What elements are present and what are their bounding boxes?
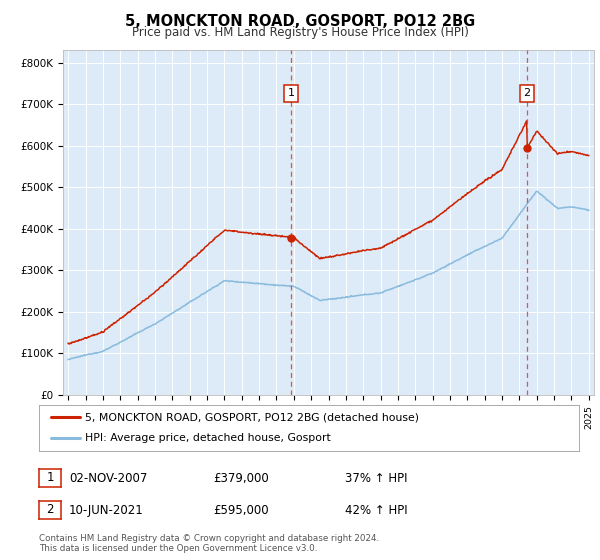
Text: £379,000: £379,000	[213, 472, 269, 485]
Text: 5, MONCKTON ROAD, GOSPORT, PO12 2BG (detached house): 5, MONCKTON ROAD, GOSPORT, PO12 2BG (det…	[85, 412, 419, 422]
Text: 5, MONCKTON ROAD, GOSPORT, PO12 2BG: 5, MONCKTON ROAD, GOSPORT, PO12 2BG	[125, 14, 475, 29]
Text: £595,000: £595,000	[213, 503, 269, 517]
Text: 10-JUN-2021: 10-JUN-2021	[69, 503, 144, 517]
Text: 1: 1	[46, 472, 54, 484]
Text: HPI: Average price, detached house, Gosport: HPI: Average price, detached house, Gosp…	[85, 433, 331, 444]
Text: 2: 2	[46, 503, 54, 516]
Text: Price paid vs. HM Land Registry's House Price Index (HPI): Price paid vs. HM Land Registry's House …	[131, 26, 469, 39]
Text: 37% ↑ HPI: 37% ↑ HPI	[345, 472, 407, 485]
Text: 2: 2	[523, 88, 530, 99]
Text: Contains HM Land Registry data © Crown copyright and database right 2024.
This d: Contains HM Land Registry data © Crown c…	[39, 534, 379, 553]
Text: 02-NOV-2007: 02-NOV-2007	[69, 472, 148, 485]
Text: 1: 1	[287, 88, 295, 99]
Text: 42% ↑ HPI: 42% ↑ HPI	[345, 503, 407, 517]
